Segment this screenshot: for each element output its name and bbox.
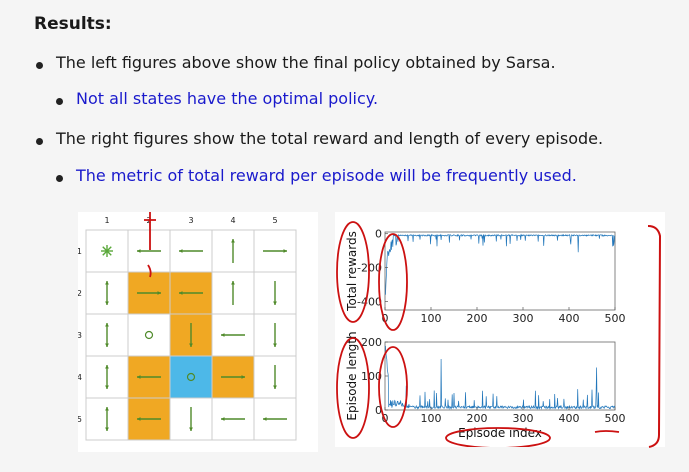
policy-arrow-head [221, 417, 225, 421]
policy-arrow-head [105, 323, 109, 327]
grid-row-label: 5 [78, 415, 82, 424]
policy-arrow-head [105, 385, 109, 389]
start-marker [102, 246, 112, 256]
grid-row-label: 2 [78, 289, 82, 298]
bullet-3-text: The right figures show the total reward … [56, 129, 604, 148]
x-tick-label: 200 [467, 412, 488, 425]
grid-cell [169, 355, 213, 399]
slide-title: Results: [34, 14, 112, 34]
policy-arrow-head [157, 291, 161, 295]
policy-arrow-head [273, 301, 277, 305]
x-tick-label: 500 [605, 312, 626, 325]
grid-row-label: 3 [78, 331, 82, 340]
annotation-grid-mark [144, 212, 156, 278]
policy-stay-circle [144, 330, 154, 340]
policy-arrow-head [179, 291, 183, 295]
chart-frame [384, 341, 616, 411]
policy-arrow-head [137, 375, 141, 379]
policy-arrow-head [263, 417, 267, 421]
policy-arrow-head [105, 301, 109, 305]
policy-arrow-head [241, 375, 245, 379]
grid-row-label: 1 [78, 247, 82, 256]
annotation-stroke [594, 430, 620, 433]
policy-arrow-head [273, 343, 277, 347]
policy-arrow-head [137, 417, 141, 421]
x-tick-label: 500 [605, 412, 626, 425]
policy-arrow-head [221, 333, 225, 337]
y-axis-label: Total rewards [345, 231, 359, 312]
annotation-ellipse [378, 346, 408, 428]
y-tick-label: -400 [357, 296, 382, 309]
grid-cell [127, 313, 171, 357]
y-tick-label: 0 [375, 228, 382, 241]
series-line [385, 233, 616, 295]
policy-arrow-head [105, 365, 109, 369]
grid-col-label: 3 [188, 216, 193, 225]
y-tick-label: 100 [361, 370, 382, 383]
policy-arrow-head [189, 343, 193, 347]
policy-arrow-head [189, 427, 193, 431]
annotation-ellipse [378, 233, 408, 331]
grid-col-label: 5 [272, 216, 277, 225]
policy-arrow-head [137, 249, 141, 253]
chart-frame [384, 231, 616, 311]
grid-col-label: 1 [104, 216, 109, 225]
annotation-ellipse [445, 427, 551, 447]
x-tick-label: 0 [382, 312, 389, 325]
annotation-ellipse [336, 337, 370, 439]
annotation-ellipse [336, 221, 370, 323]
bullet-4-text: The metric of total reward per episode w… [76, 166, 577, 185]
bullet-2-dot [56, 98, 63, 105]
policy-arrow-head [283, 249, 287, 253]
grid-col-label: 4 [230, 216, 235, 225]
grid-row-label: 4 [78, 373, 82, 382]
x-tick-label: 300 [513, 312, 534, 325]
x-tick-label: 100 [421, 412, 442, 425]
y-tick-label: 0 [375, 404, 382, 417]
x-tick-label: 400 [559, 412, 580, 425]
policy-arrow-head [105, 427, 109, 431]
policy-arrow-head [105, 407, 109, 411]
bullet-4-dot [56, 175, 63, 182]
policy-arrow-head [105, 281, 109, 285]
bullet-1-text: The left figures above show the final po… [56, 53, 556, 72]
x-tick-label: 400 [559, 312, 580, 325]
bullet-2-text: Not all states have the optimal policy. [76, 89, 379, 108]
bullet-1-dot [36, 62, 43, 69]
grid-cell [253, 397, 297, 441]
y-tick-label: 200 [361, 336, 382, 349]
x-tick-label: 300 [513, 412, 534, 425]
policy-stay-circle [186, 372, 196, 382]
policy-arrow-head [105, 343, 109, 347]
x-tick-label: 200 [467, 312, 488, 325]
policy-arrow-head [231, 239, 235, 243]
y-axis-label: Episode length [345, 331, 359, 420]
series-line [385, 345, 616, 410]
policy-arrow-head [273, 385, 277, 389]
annotation-bracket [647, 225, 662, 448]
bullet-3-dot [36, 138, 43, 145]
policy-arrow-head [179, 249, 183, 253]
x-tick-label: 100 [421, 312, 442, 325]
policy-arrow-head [231, 281, 235, 285]
